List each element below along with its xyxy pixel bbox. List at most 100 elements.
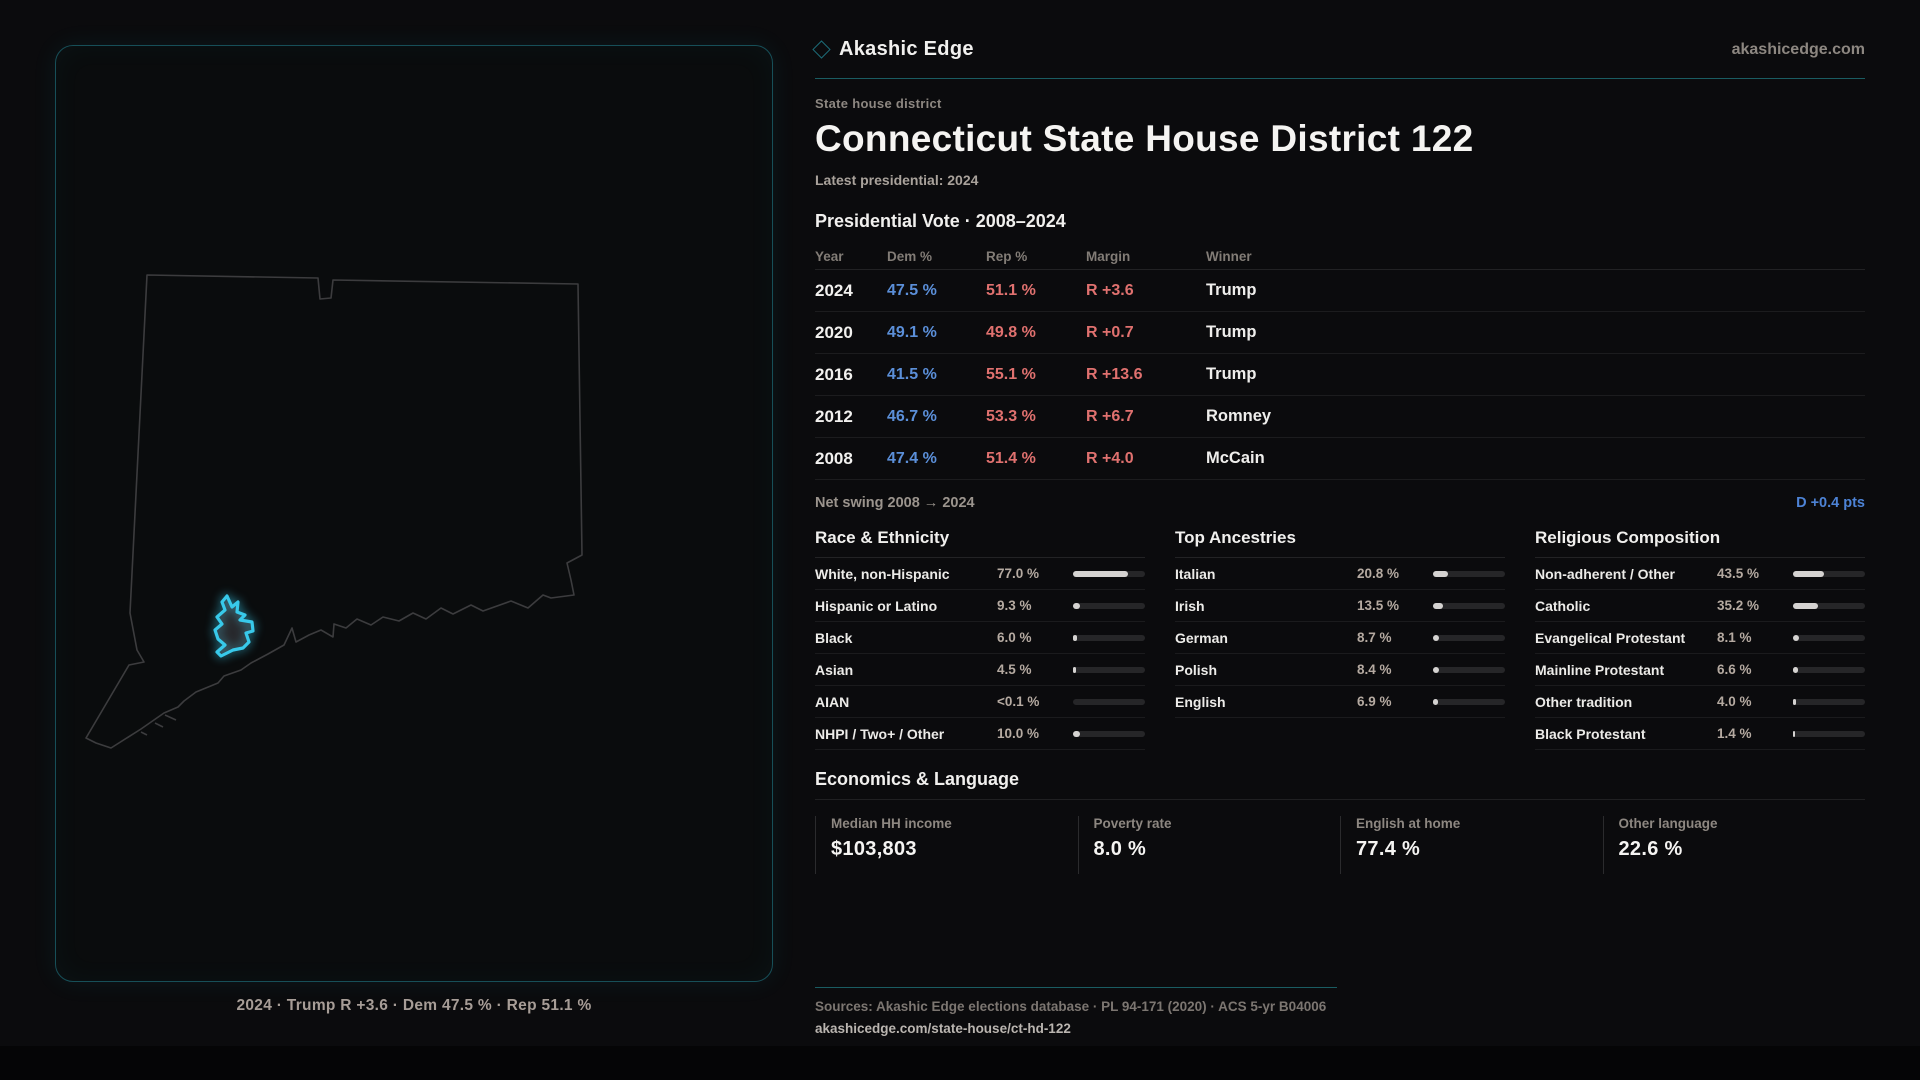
brand: Akashic Edge [812, 38, 974, 61]
bar-fill [1433, 666, 1440, 673]
footer-divider [815, 987, 1337, 988]
margin-cell: R +13.6 [1086, 365, 1143, 383]
bar-track [1793, 634, 1865, 641]
year-cell: 2008 [815, 448, 853, 468]
list-item: Evangelical Protestant 8.1 % [1535, 622, 1865, 654]
table-row: 2012 46.7 % 53.3 % R +6.7 Romney [815, 396, 1865, 438]
stat-label: Poverty rate [1093, 816, 1172, 831]
list-item: Polish 8.4 % [1175, 654, 1505, 686]
stat-label: Other language [1618, 816, 1718, 831]
demographic-label: Italian [1175, 565, 1216, 582]
demographic-label: Catholic [1535, 597, 1591, 614]
demographic-label: Black [815, 629, 853, 646]
bar-track [1793, 730, 1865, 737]
list-item: Catholic 35.2 % [1535, 590, 1865, 622]
demographic-value: <0.1 % [997, 694, 1040, 709]
winner-cell: Trump [1206, 323, 1257, 341]
stat-cell: Other language 22.6 % [1602, 816, 1866, 874]
demographic-value: 6.0 % [997, 630, 1032, 645]
bar-track [1793, 570, 1865, 577]
net-swing-label: Net swing 2008 → 2024 [815, 495, 975, 511]
bar-track [1073, 602, 1145, 609]
table-row: 2024 47.5 % 51.1 % R +3.6 Trump [815, 270, 1865, 312]
bar-track [1073, 666, 1145, 673]
dem-pct-cell: 41.5 % [887, 365, 937, 383]
demographic-value: 4.5 % [997, 662, 1032, 677]
bar-track [1073, 730, 1145, 737]
economics-stats: Median HH income $103,803 Poverty rate 8.0 … [815, 816, 1865, 874]
winner-cell: McCain [1206, 449, 1265, 467]
diamond-logo-icon [812, 40, 831, 59]
list-item: Asian 4.5 % [815, 654, 1145, 686]
bar-track [1433, 666, 1505, 673]
margin-cell: R +4.0 [1086, 449, 1134, 467]
demographic-label: Irish [1175, 597, 1205, 614]
list-item: Non-adherent / Other 43.5 % [1535, 558, 1865, 590]
district-122-outline [213, 594, 255, 658]
list-item: Italian 20.8 % [1175, 558, 1505, 590]
demographic-value: 10.0 % [997, 726, 1040, 741]
dem-pct-cell: 49.1 % [887, 323, 937, 341]
bar-track [1793, 666, 1865, 673]
economics-title: Economics & Language [815, 769, 1865, 800]
coastal-islands [140, 714, 177, 736]
demographic-value: 43.5 % [1717, 566, 1760, 581]
winner-cell: Trump [1206, 281, 1257, 299]
bar-fill [1073, 666, 1077, 673]
bar-track [1073, 634, 1145, 641]
demographic-label: White, non-Hispanic [815, 565, 950, 582]
bar-fill [1073, 602, 1080, 609]
bar-fill [1793, 634, 1799, 641]
bar-fill [1793, 730, 1795, 737]
demographic-label: Evangelical Protestant [1535, 629, 1686, 646]
demographic-value: 9.3 % [997, 598, 1032, 613]
demographic-value: 4.0 % [1717, 694, 1752, 709]
demographic-value: 1.4 % [1717, 726, 1752, 741]
bar-track [1793, 602, 1865, 609]
stat-cell: Median HH income $103,803 [815, 816, 1078, 874]
rep-pct-cell: 51.1 % [986, 281, 1036, 299]
demographic-value: 6.6 % [1717, 662, 1752, 677]
list-item: Black 6.0 % [815, 622, 1145, 654]
list-item: Other tradition 4.0 % [1535, 686, 1865, 718]
list-item: Black Protestant 1.4 % [1535, 718, 1865, 750]
list-item: NHPI / Two+ / Other 10.0 % [815, 718, 1145, 750]
stat-value: 22.6 % [1618, 838, 1683, 860]
bar-fill [1793, 570, 1825, 577]
demographic-label: Hispanic or Latino [815, 597, 938, 614]
demographic-value: 13.5 % [1357, 598, 1400, 613]
demographic-label: NHPI / Two+ / Other [815, 725, 945, 742]
stat-value: 77.4 % [1356, 838, 1421, 860]
column-header: Margin [1086, 249, 1131, 264]
demographic-value: 35.2 % [1717, 598, 1760, 613]
demographic-column-title: Top Ancestries [1175, 528, 1505, 558]
net-swing-row: Net swing 2008 → 2024 D +0.4 pts [815, 495, 1865, 511]
bar-track [1433, 698, 1505, 705]
dem-pct-cell: 47.5 % [887, 281, 937, 299]
stat-label: English at home [1356, 816, 1461, 831]
column-header: Dem % [887, 249, 933, 264]
dem-pct-cell: 46.7 % [887, 407, 937, 425]
state-outline [85, 274, 583, 749]
demographic-label: Non-adherent / Other [1535, 565, 1676, 582]
list-item: Hispanic or Latino 9.3 % [815, 590, 1145, 622]
eyebrow-label: State house district [815, 96, 942, 111]
bar-fill [1433, 698, 1438, 705]
map-caption: 2024 · Trump R +3.6 · Dem 47.5 % · Rep 5… [236, 997, 592, 1014]
demographic-column-title: Religious Composition [1535, 528, 1865, 558]
demographic-value: 8.7 % [1357, 630, 1392, 645]
demographic-label: Asian [815, 661, 854, 678]
latest-presidential-line: Latest presidential: 2024 [815, 172, 979, 188]
bar-fill [1793, 666, 1798, 673]
demographic-label: Black Protestant [1535, 725, 1646, 742]
margin-cell: R +6.7 [1086, 407, 1134, 425]
rep-pct-cell: 55.1 % [986, 365, 1036, 383]
demographic-label: AIAN [815, 693, 850, 710]
column-header: Winner [1206, 249, 1252, 264]
bottom-strip [0, 1046, 1920, 1080]
vote-table-title: Presidential Vote · 2008–2024 [815, 211, 1066, 231]
margin-cell: R +0.7 [1086, 323, 1134, 341]
stat-cell: Poverty rate 8.0 % [1077, 816, 1341, 874]
footer: Sources: Akashic Edge elections database… [815, 987, 1865, 1036]
list-item: German 8.7 % [1175, 622, 1505, 654]
